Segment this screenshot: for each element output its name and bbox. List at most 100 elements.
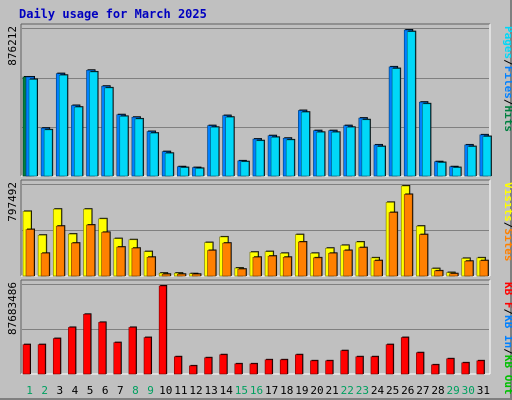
bar-pages-day-22 [346, 127, 356, 177]
bar-sites-day-31 [479, 260, 489, 277]
bar-pages-day-20 [316, 132, 325, 177]
x-tick-day-30: 30 [462, 384, 475, 397]
bar-pages-day-27 [422, 103, 431, 177]
bar-pages-day-17 [270, 137, 280, 177]
legend-item: KB F [502, 282, 512, 309]
bar-pages-day-3 [58, 75, 68, 177]
bar-sites-day-21 [328, 253, 337, 277]
bar-sites-day-26 [403, 194, 413, 277]
x-tick-day-27: 27 [416, 384, 429, 397]
y-max-label: 87683486 [6, 282, 19, 335]
x-tick-day-8: 8 [132, 384, 139, 397]
chart-title: Daily usage for March 2025 [19, 7, 207, 21]
x-tick-day-12: 12 [189, 384, 202, 397]
legend-item: KB Out [502, 355, 512, 395]
bar-kb-f-day-8 [128, 327, 137, 375]
bar-kb-f-day-17 [264, 359, 273, 375]
bar-kb-f-day-4 [68, 327, 76, 375]
x-tick-day-9: 9 [147, 384, 154, 397]
bar-pages-day-9 [149, 132, 159, 177]
bar-sites-day-18 [282, 257, 292, 277]
bar-kb-f-day-13 [204, 357, 212, 375]
bar-kb-f-day-9 [143, 337, 152, 375]
legend-item: / [502, 348, 512, 355]
x-tick-day-7: 7 [117, 384, 124, 397]
x-tick-day-11: 11 [174, 384, 187, 397]
bar-kb-f-day-15 [234, 363, 243, 375]
bar-sites-day-28 [434, 270, 443, 277]
bar-kb-f-day-11 [173, 356, 182, 375]
bar-sites-day-1 [25, 229, 35, 277]
x-tick-day-18: 18 [280, 384, 293, 397]
bar-pages-day-23 [361, 119, 371, 177]
bar-kb-f-day-23 [355, 356, 364, 375]
bar-sites-day-7 [116, 246, 126, 277]
bar-kb-f-day-22 [340, 350, 349, 375]
x-tick-day-5: 5 [87, 384, 94, 397]
x-tick-day-21: 21 [326, 384, 339, 397]
bar-kb-f-day-3 [52, 338, 61, 375]
bar-kb-f-day-12 [189, 365, 197, 375]
x-tick-day-29: 29 [447, 384, 460, 397]
y-max-label: 876212 [6, 26, 19, 66]
bar-sites-day-19 [298, 241, 307, 277]
bar-sites-day-11 [176, 274, 186, 277]
bar-sites-day-24 [373, 260, 383, 277]
bar-pages-day-2 [43, 129, 53, 177]
x-tick-day-26: 26 [401, 384, 414, 397]
bar-kb-f-day-16 [249, 363, 258, 375]
legend-kbytes: KB F/KB In/KB Out [502, 282, 512, 395]
bar-sites-day-2 [40, 253, 50, 277]
bar-pages-day-6 [104, 87, 113, 177]
bar-sites-day-3 [55, 225, 65, 277]
bar-kb-f-day-19 [295, 354, 303, 375]
bar-pages-day-8 [134, 118, 144, 177]
bar-pages-day-13 [210, 127, 219, 177]
bar-pages-day-29 [452, 167, 461, 177]
legend-visits-sites: Visits/Sites [502, 182, 512, 262]
legend-hits-files-pages: Pages/Files/Hits [502, 26, 512, 132]
x-tick-day-13: 13 [204, 384, 217, 397]
x-tick-day-25: 25 [386, 384, 399, 397]
bar-sites-day-9 [146, 257, 156, 277]
bar-pages-day-5 [89, 71, 98, 177]
bar-pages-day-31 [482, 136, 492, 177]
x-tick-day-20: 20 [310, 384, 323, 397]
bar-pages-day-4 [74, 106, 83, 177]
x-tick-day-14: 14 [220, 384, 234, 397]
legend-item: Visits [502, 182, 512, 222]
bar-pages-day-19 [301, 111, 310, 177]
x-tick-day-28: 28 [431, 384, 444, 397]
bar-pages-day-30 [467, 146, 477, 177]
x-tick-day-24: 24 [371, 384, 385, 397]
bar-kb-f-day-6 [98, 322, 106, 375]
bar-pages-day-21 [331, 132, 340, 177]
bar-sites-day-6 [101, 232, 110, 277]
bar-pages-day-26 [406, 31, 416, 177]
legend-item: / [502, 99, 512, 106]
bar-sites-day-8 [131, 247, 141, 277]
bar-sites-day-30 [464, 260, 474, 277]
bar-kb-f-day-24 [370, 356, 379, 375]
bar-pages-day-25 [391, 68, 401, 177]
bar-pages-day-10 [164, 153, 174, 177]
bar-sites-day-27 [419, 234, 428, 277]
bar-kb-f-day-26 [400, 337, 409, 375]
panel-visits-sites: 797492 Visits/Sites [6, 179, 512, 277]
bar-kb-f-day-21 [325, 360, 333, 375]
bar-sites-day-22 [343, 250, 353, 277]
bar-kb-f-day-1 [22, 344, 31, 375]
legend-item: Files [502, 66, 512, 99]
bar-sites-day-17 [267, 255, 277, 277]
bar-sites-day-16 [252, 257, 262, 277]
bar-pages-day-15 [240, 161, 250, 177]
bar-pages-day-18 [285, 139, 295, 177]
bar-pages-day-28 [437, 162, 446, 177]
x-tick-day-3: 3 [57, 384, 64, 397]
bar-sites-day-23 [358, 247, 368, 277]
legend-item: / [502, 59, 512, 66]
legend-item: Hits [502, 106, 512, 133]
bar-kb-f-day-18 [279, 359, 288, 375]
x-tick-day-4: 4 [72, 384, 79, 397]
